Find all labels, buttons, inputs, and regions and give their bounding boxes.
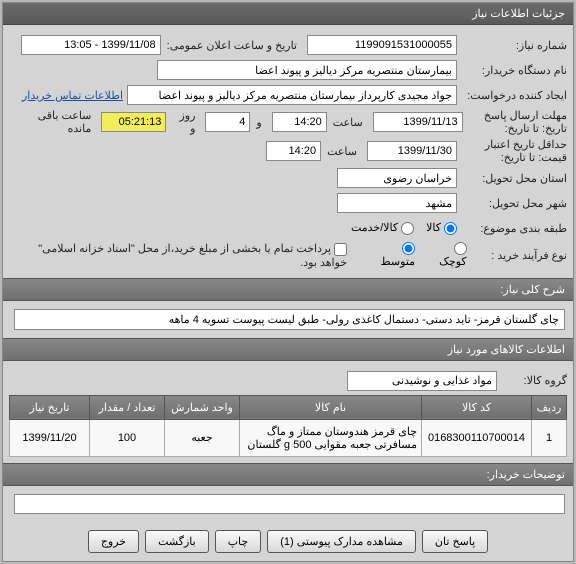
treasury-checkbox[interactable]	[334, 243, 347, 256]
radio-medium-label[interactable]: متوسط	[369, 242, 415, 268]
footer-buttons: پاسخ تان مشاهده مدارک پیوستی (1) چاپ باز…	[3, 522, 573, 561]
time-left-field[interactable]	[101, 112, 166, 132]
back-button[interactable]: بازگشت	[145, 530, 209, 553]
col-code: کد کالا	[422, 395, 532, 419]
answer-button[interactable]: پاسخ تان	[422, 530, 488, 553]
desc-body: چای گلستان قرمز- تاید دستی- دستمال کاغذی…	[3, 301, 573, 338]
col-qty: تعداد / مقدار	[90, 395, 165, 419]
cust-desc-body	[3, 486, 573, 522]
saat-label-2: ساعت	[327, 145, 357, 158]
desc-text[interactable]: چای گلستان قرمز- تاید دستی- دستمال کاغذی…	[14, 309, 565, 330]
main-panel: جزئیات اطلاعات نیاز شماره نیاز: تاریخ و …	[2, 2, 574, 562]
items-header: اطلاعات کالاهای مورد نیاز	[3, 338, 573, 361]
panel-title: جزئیات اطلاعات نیاز	[3, 3, 573, 25]
deadline-time-field[interactable]	[272, 112, 327, 132]
category-label: طبقه بندی موضوع:	[457, 222, 567, 235]
remaining-label: ساعت باقی مانده	[15, 109, 91, 135]
and-label: و	[256, 116, 261, 129]
buyer-org-field[interactable]	[157, 60, 457, 80]
creator-label: ایجاد کننده درخواست:	[457, 89, 567, 102]
radio-goods-label[interactable]: کالا	[426, 221, 457, 235]
table-header-row: ردیف کد کالا نام کالا واحد شمارش تعداد /…	[10, 395, 567, 419]
radio-medium[interactable]	[402, 242, 415, 255]
attachments-button[interactable]: مشاهده مدارک پیوستی (1)	[267, 530, 416, 553]
validity-date-field[interactable]	[367, 141, 457, 161]
validity-label: حداقل تاریخ اعتبار قیمت: تا تاریخ:	[457, 138, 567, 164]
group-field[interactable]	[347, 371, 497, 391]
creator-field[interactable]	[127, 85, 457, 105]
cell-idx: 1	[532, 419, 567, 456]
exit-button[interactable]: خروج	[88, 530, 139, 553]
days-left-field[interactable]	[205, 112, 250, 132]
radio-service-label[interactable]: کالا/خدمت	[351, 221, 414, 235]
public-date-field[interactable]	[21, 35, 161, 55]
col-idx: ردیف	[532, 395, 567, 419]
items-table: ردیف کد کالا نام کالا واحد شمارش تعداد /…	[9, 395, 567, 457]
public-date-label: تاریخ و ساعت اعلان عمومی:	[167, 39, 297, 52]
saat-label-1: ساعت	[333, 116, 363, 129]
col-name: نام کالا	[240, 395, 422, 419]
niaz-no-field[interactable]	[307, 35, 457, 55]
cust-desc-text[interactable]	[14, 494, 565, 514]
contact-link[interactable]: اطلاعات تماس خریدار	[22, 89, 123, 102]
province-label: استان محل تحویل:	[457, 172, 567, 185]
cell-name: چای قرمز هندوستان ممتاز و ماگ مسافرتی جع…	[240, 419, 422, 456]
table-row: 1 0168300110700014 چای قرمز هندوستان ممت…	[10, 419, 567, 456]
rooz-label: روز و	[172, 109, 195, 135]
radio-small-label[interactable]: کوچک	[427, 242, 467, 268]
validity-time-field[interactable]	[266, 141, 321, 161]
col-date: تاریخ نیاز	[10, 395, 90, 419]
deadline-date-field[interactable]	[373, 112, 463, 132]
city-field[interactable]	[337, 193, 457, 213]
radio-small[interactable]	[454, 242, 467, 255]
radio-service[interactable]	[401, 222, 414, 235]
province-field[interactable]	[337, 168, 457, 188]
cell-qty: 100	[90, 419, 165, 456]
cell-date: 1399/11/20	[10, 419, 90, 456]
city-label: شهر محل تحویل:	[457, 197, 567, 210]
purchase-type-label: نوع فرآیند خرید :	[467, 249, 567, 262]
form-section: شماره نیاز: تاریخ و ساعت اعلان عمومی: نا…	[3, 25, 573, 278]
buyer-org-label: نام دستگاه خریدار:	[457, 64, 567, 77]
group-label: گروه کالا:	[497, 374, 567, 387]
cust-desc-header: توضیحات خریدار:	[3, 463, 573, 486]
radio-goods[interactable]	[444, 222, 457, 235]
cell-unit: جعبه	[165, 419, 240, 456]
deadline-label: مهلت ارسال پاسخ تاریخ: تا تاریخ:	[463, 109, 567, 135]
treasury-note-label[interactable]: پرداخت تمام یا بخشی از مبلغ خرید،از محل …	[21, 242, 347, 269]
cell-code: 0168300110700014	[422, 419, 532, 456]
desc-header: شرح کلی نیاز:	[3, 278, 573, 301]
niaz-no-label: شماره نیاز:	[457, 39, 567, 52]
print-button[interactable]: چاپ	[215, 530, 262, 553]
col-unit: واحد شمارش	[165, 395, 240, 419]
